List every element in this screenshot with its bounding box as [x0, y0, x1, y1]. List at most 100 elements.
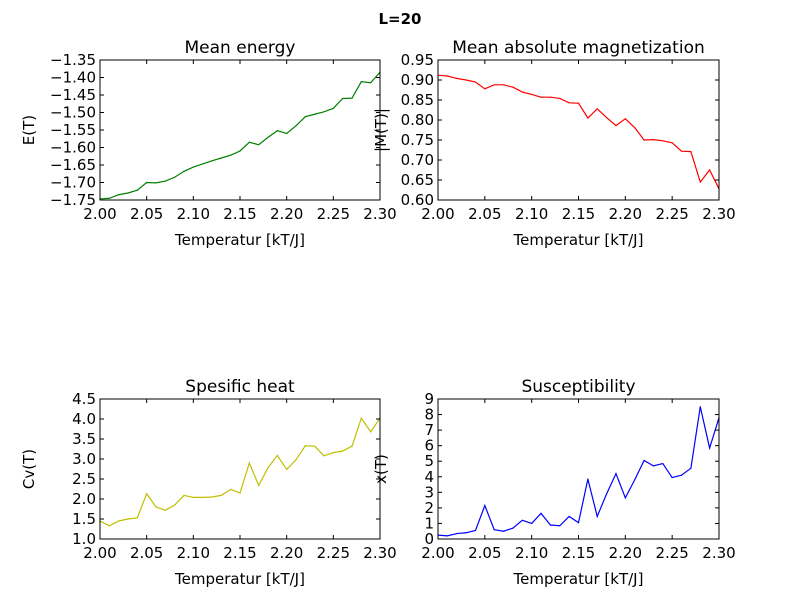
x-tick-label: 2.20 [609, 205, 642, 223]
data-point [709, 169, 711, 171]
data-point [127, 192, 129, 194]
y-tick-label: 4.0 [72, 410, 96, 428]
y-tick-label: 0.85 [401, 91, 434, 109]
y-axis-label: |M(T)| [372, 108, 390, 152]
data-point [370, 82, 372, 84]
x-tick-label: 2.25 [655, 544, 688, 562]
x-tick-label: 2.10 [177, 205, 210, 223]
data-point [587, 117, 589, 119]
data-point [549, 524, 552, 526]
data-point [493, 529, 495, 531]
x-tick-label: 2.05 [468, 544, 501, 562]
data-point [596, 108, 598, 110]
y-axis-label: x(T) [372, 454, 390, 484]
x-axis-label: Temperatur [kT/J] [174, 570, 305, 588]
x-tick-label: 2.25 [655, 205, 688, 223]
x-tick-label: 2.25 [317, 205, 350, 223]
y-tick-label: −1.75 [50, 191, 96, 209]
series-line [437, 406, 720, 537]
y-tick-label: 2.5 [72, 470, 96, 488]
data-point [118, 194, 120, 196]
data-point [484, 88, 486, 90]
data-point [587, 478, 589, 480]
data-point [709, 447, 711, 449]
y-tick-label: 3 [424, 483, 434, 501]
y-tick-label: 1 [424, 514, 434, 532]
data-point [634, 479, 636, 481]
data-point [559, 97, 561, 99]
y-tick-label: 6 [424, 437, 434, 455]
data-point [690, 467, 692, 469]
y-axis-label: E(T) [20, 115, 38, 145]
data-point [146, 181, 148, 184]
data-point [332, 107, 334, 109]
x-tick-label: 2.10 [515, 544, 548, 562]
data-point [652, 465, 655, 467]
x-tick-label: 2.00 [421, 544, 454, 562]
data-point [474, 81, 477, 83]
y-axis-label: Cv(T) [20, 449, 38, 489]
data-point [465, 532, 467, 534]
data-point [474, 529, 477, 532]
data-point [323, 111, 325, 113]
y-tick-label: 0.80 [401, 111, 434, 129]
data-point [314, 113, 316, 115]
data-point [248, 141, 250, 143]
data-point [183, 170, 185, 172]
data-point [484, 504, 486, 507]
data-point [521, 91, 523, 93]
data-point [323, 455, 325, 457]
data-point [342, 450, 344, 452]
data-point [258, 484, 260, 486]
y-tick-label: 0.60 [401, 191, 434, 209]
data-point [671, 142, 673, 144]
data-point [699, 181, 701, 183]
data-point [559, 525, 561, 527]
data-point [596, 515, 598, 518]
data-point [295, 459, 297, 461]
y-tick-label: 0.75 [401, 131, 434, 149]
data-point [624, 118, 626, 120]
y-tick-label: −1.65 [50, 156, 96, 174]
x-tick-label: 2.10 [177, 544, 210, 562]
data-point [540, 96, 542, 98]
plot-title: Mean absolute magnetization [452, 38, 705, 58]
x-tick-label: 2.00 [83, 205, 116, 223]
data-point [624, 497, 626, 499]
data-point [202, 163, 204, 165]
data-point [146, 493, 148, 495]
x-tick-label: 2.30 [363, 205, 396, 223]
data-point [502, 530, 505, 532]
y-tick-label: 1.5 [72, 510, 96, 528]
data-point [276, 130, 278, 132]
data-point [220, 494, 222, 496]
data-point [136, 189, 138, 191]
x-tick-label: 2.00 [83, 544, 116, 562]
data-point [662, 140, 664, 142]
data-point [512, 86, 514, 88]
data-point [164, 509, 166, 511]
data-point [643, 459, 645, 462]
data-point [155, 506, 157, 508]
data-point [174, 176, 176, 178]
data-point [351, 445, 353, 447]
x-tick-label: 2.15 [223, 205, 256, 223]
x-tick-label: 2.20 [270, 544, 303, 562]
y-tick-label: 0.95 [401, 51, 434, 69]
x-tick-label: 2.20 [270, 205, 303, 223]
data-point [202, 496, 204, 498]
x-axis-label: Temperatur [kT/J] [513, 231, 644, 249]
y-tick-label: 9 [424, 390, 434, 408]
data-point [615, 125, 617, 127]
y-tick-label: 0 [424, 530, 434, 548]
data-point [108, 197, 110, 199]
data-point [568, 102, 570, 104]
data-point [456, 532, 458, 535]
data-point [351, 97, 353, 99]
y-tick-label: −1.55 [50, 121, 96, 139]
x-tick-label: 2.00 [421, 205, 454, 223]
data-point [267, 136, 269, 138]
